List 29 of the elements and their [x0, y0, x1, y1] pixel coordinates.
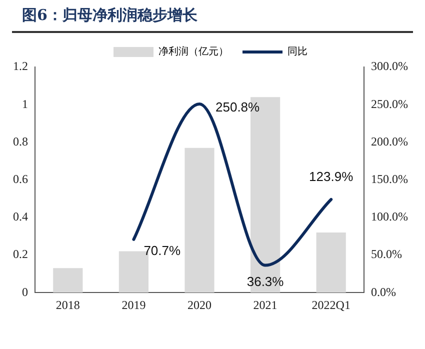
x-tick-label: 2021	[253, 298, 278, 312]
y2-tick-label: 100.0%	[371, 210, 408, 224]
data-label: 123.9%	[309, 169, 354, 184]
x-tick-label: 2020	[188, 298, 212, 312]
y2-tick-label: 50.0%	[371, 247, 402, 262]
data-label: 250.8%	[216, 100, 260, 115]
y-tick-label: 1	[22, 96, 28, 111]
data-label: 36.3%	[246, 274, 284, 289]
chart-title: 图6：归母净利润稳步增长	[12, 6, 413, 33]
x-tick-label: 2018	[56, 298, 80, 312]
bar	[53, 268, 83, 293]
y-tick-label: 1.2	[13, 59, 28, 74]
data-label: 70.7%	[144, 243, 182, 258]
bar	[184, 148, 214, 293]
y-tick-label: 0.4	[13, 210, 28, 224]
legend-label: 同比	[288, 46, 308, 58]
y2-tick-label: 200.0%	[371, 134, 408, 148]
y-tick-label: 0.6	[13, 172, 28, 186]
x-tick-label: 2019	[122, 298, 146, 312]
y2-tick-label: 300.0%	[371, 59, 408, 74]
y-tick-label: 0	[22, 284, 28, 299]
y2-tick-label: 150.0%	[371, 172, 408, 186]
x-tick-label: 2022Q1	[312, 298, 350, 312]
y-tick-label: 0.2	[13, 247, 28, 262]
bar	[316, 232, 346, 293]
y2-tick-label: 0.0%	[371, 284, 396, 299]
legend-label: 净利润（亿元）	[158, 46, 228, 58]
y-tick-label: 0.8	[13, 134, 28, 148]
y2-tick-label: 250.0%	[371, 96, 408, 111]
